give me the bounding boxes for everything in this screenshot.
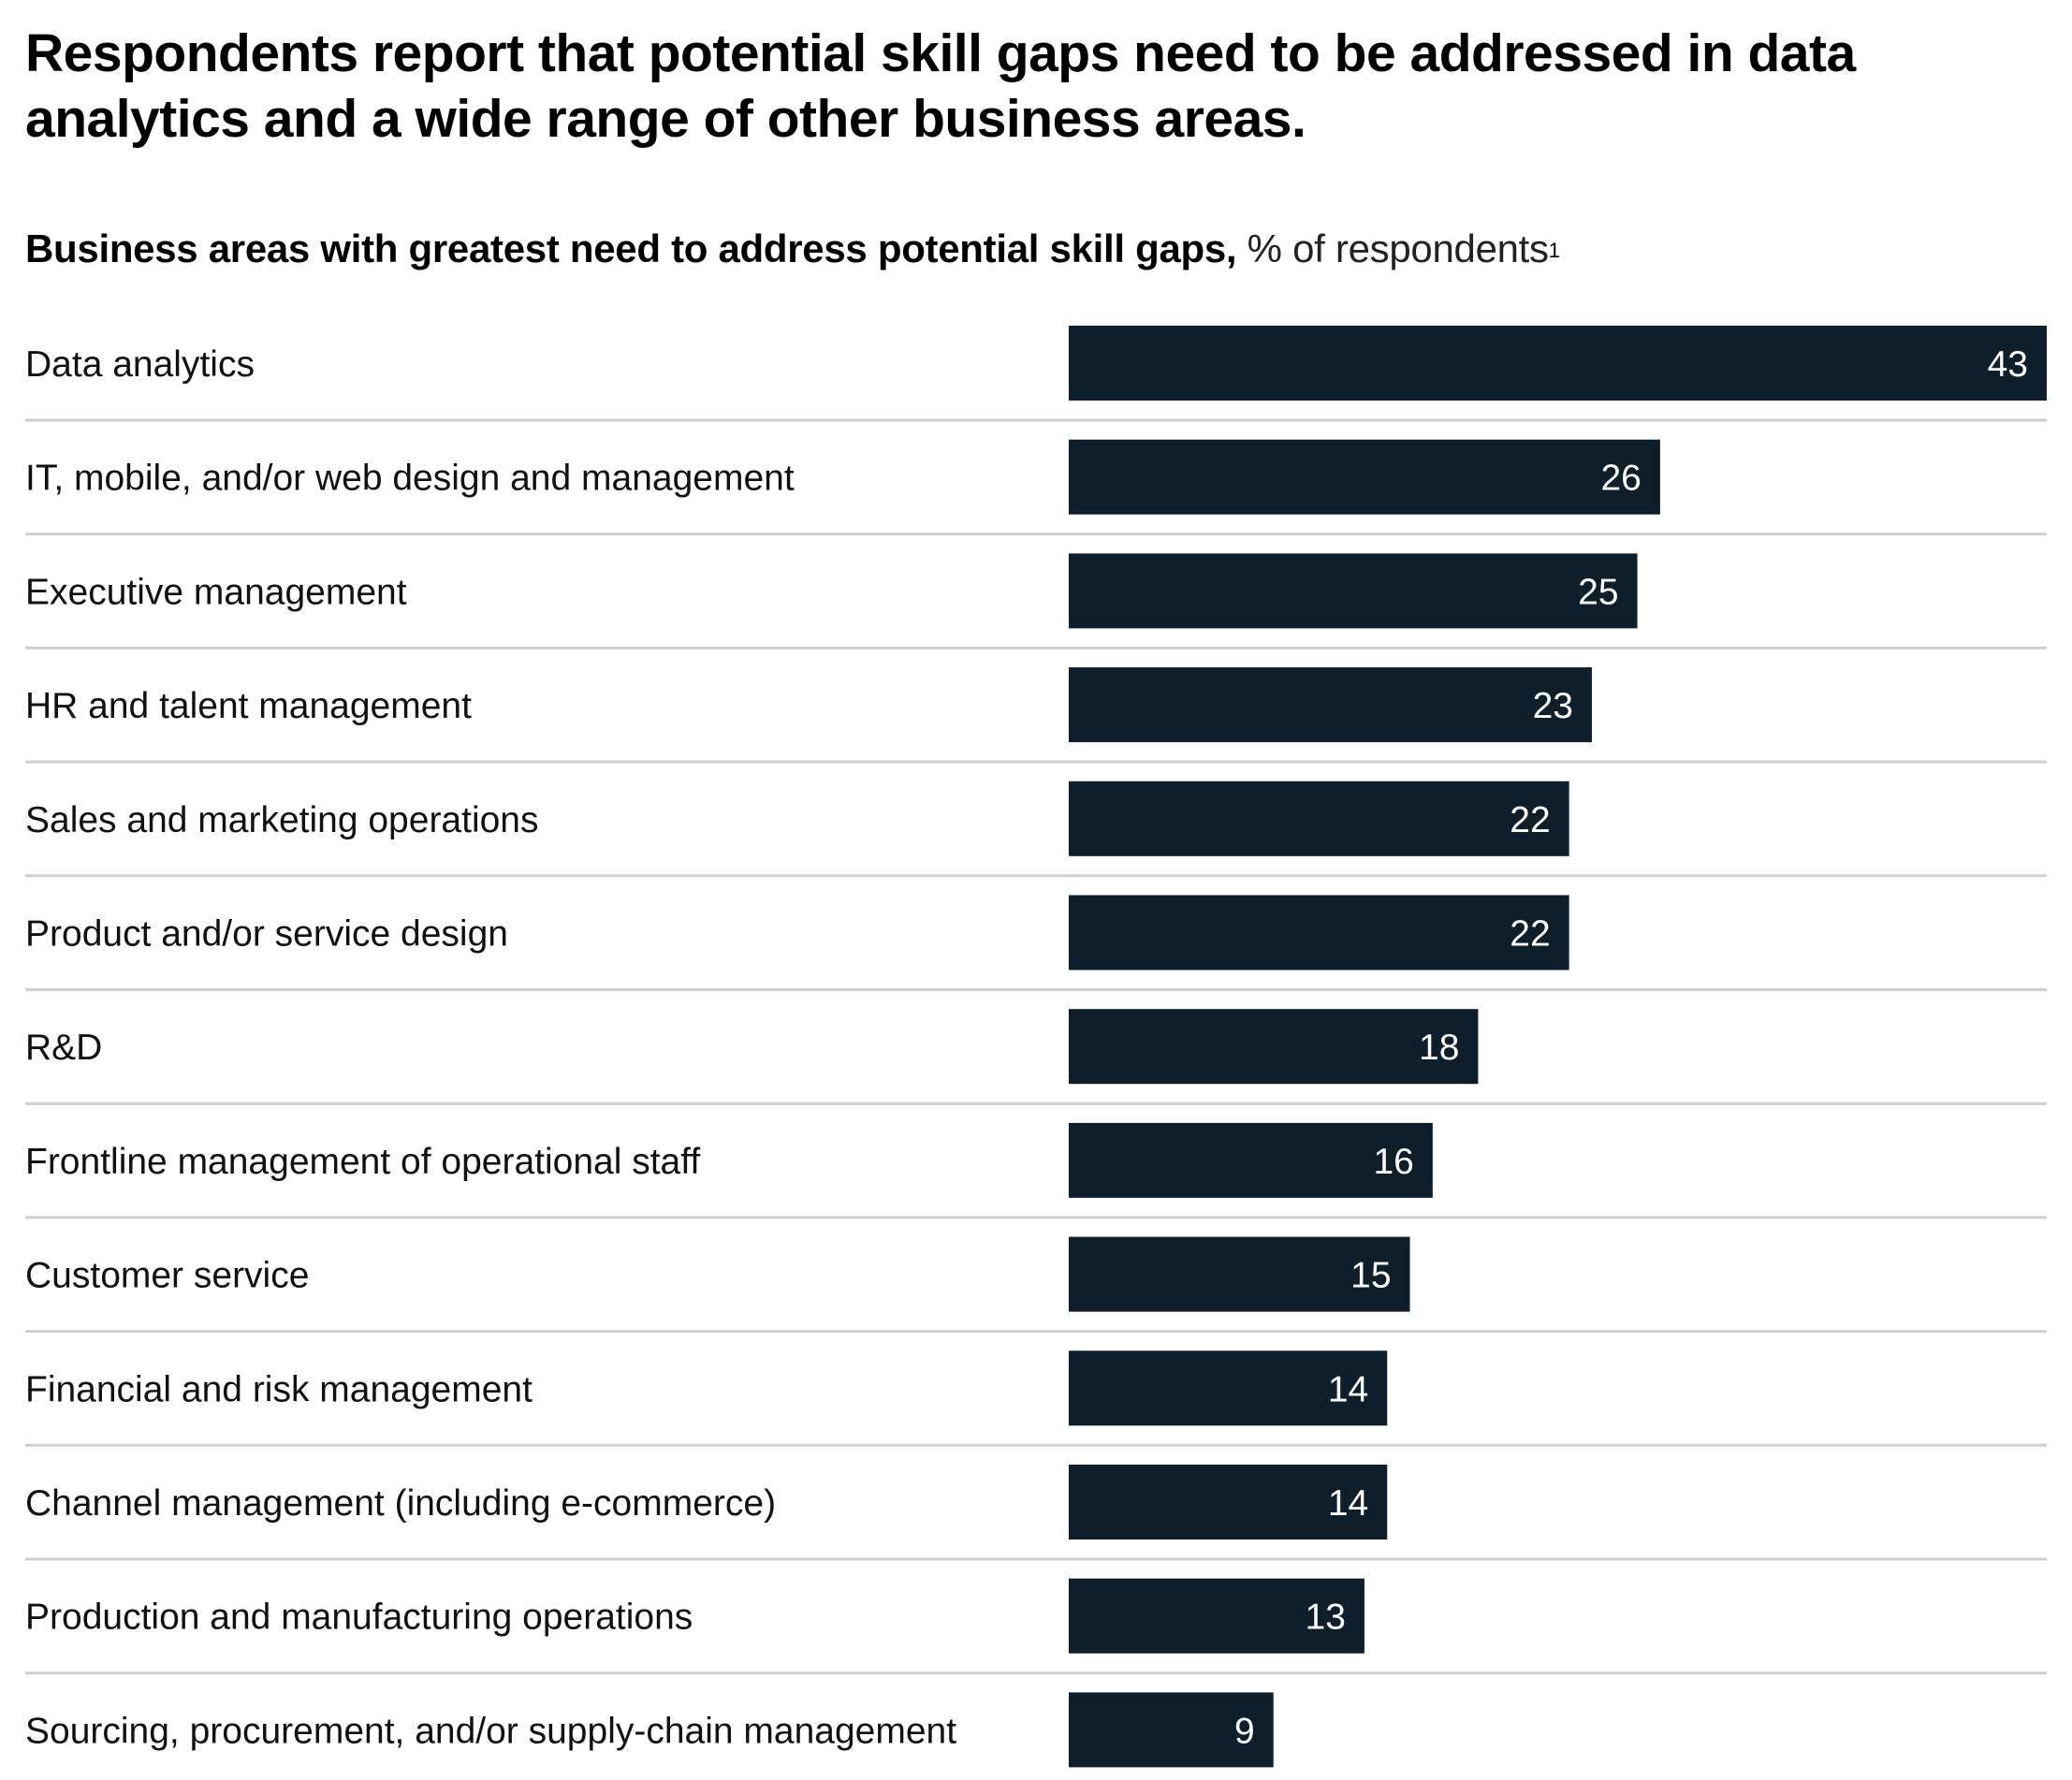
bar xyxy=(1069,1465,1388,1539)
bar-row: HR and talent management 23 xyxy=(25,667,2047,764)
bar-row: Executive management 25 xyxy=(25,553,2047,649)
bar xyxy=(1069,1009,1479,1085)
bar xyxy=(1069,667,1592,743)
value-label: 22 xyxy=(1510,800,1550,840)
bar-row: Product and/or service design 22 xyxy=(25,895,2047,991)
bar-row: Sales and marketing operations 22 xyxy=(25,781,2047,878)
value-label: 23 xyxy=(1533,686,1573,726)
value-label: 15 xyxy=(1350,1256,1391,1296)
category-label: Sales and marketing operations xyxy=(25,800,539,840)
subtitle-unit: % of respondents xyxy=(1236,226,1549,270)
category-label: R&D xyxy=(25,1028,102,1068)
value-label: 16 xyxy=(1373,1142,1413,1182)
category-label: Sourcing, procurement, and/or supply-cha… xyxy=(25,1711,956,1751)
bar-row: Data analytics 43 xyxy=(25,326,2047,422)
bar-row: Sourcing, procurement, and/or supply-cha… xyxy=(25,1692,1274,1768)
category-label: Executive management xyxy=(25,572,407,612)
value-label: 25 xyxy=(1578,572,1618,612)
bar xyxy=(1069,553,1638,629)
chart-title: Respondents report that potential skill … xyxy=(25,23,1856,149)
category-label: Data analytics xyxy=(25,344,255,385)
bar xyxy=(1069,1692,1274,1768)
footnote-marker: 1 xyxy=(1548,239,1560,262)
value-label: 14 xyxy=(1328,1483,1368,1524)
subtitle-bold: Business areas with greatest need to add… xyxy=(25,226,1237,270)
value-label: 43 xyxy=(1988,344,2028,385)
category-label: Financial and risk management xyxy=(25,1369,533,1409)
bar xyxy=(1069,1350,1388,1426)
category-label: Customer service xyxy=(25,1256,309,1296)
value-label: 26 xyxy=(1600,459,1641,499)
category-label: IT, mobile, and/or web design and manage… xyxy=(25,459,795,499)
bar xyxy=(1069,781,1569,856)
value-label: 22 xyxy=(1510,914,1550,955)
bar-row: R&D 18 xyxy=(25,1009,2047,1105)
category-label: Channel management (including e-commerce… xyxy=(25,1483,776,1524)
bar-row: Customer service 15 xyxy=(25,1236,2047,1334)
category-label: Production and manufacturing operations xyxy=(25,1598,693,1638)
bar xyxy=(1069,1122,1433,1198)
bar-row: IT, mobile, and/or web design and manage… xyxy=(25,439,2047,536)
bar xyxy=(1069,1236,1410,1312)
value-label: 13 xyxy=(1306,1598,1346,1638)
chart-subtitle: Business areas with greatest need to add… xyxy=(25,223,1560,275)
bar-row: Frontline management of operational staf… xyxy=(25,1122,2047,1219)
bar xyxy=(1069,326,2047,401)
bar-row: Financial and risk management 14 xyxy=(25,1350,2047,1447)
category-label: Frontline management of operational staf… xyxy=(25,1142,700,1182)
value-label: 9 xyxy=(1234,1711,1255,1751)
bar xyxy=(1069,439,1660,515)
bar-row: Production and manufacturing operations 1… xyxy=(25,1578,2047,1675)
bar-row: Channel management (including e-commerce… xyxy=(25,1465,2047,1561)
value-label: 18 xyxy=(1419,1028,1459,1068)
category-label: Product and/or service design xyxy=(25,914,508,955)
bar xyxy=(1069,1578,1364,1654)
value-label: 14 xyxy=(1328,1369,1368,1409)
bar xyxy=(1069,895,1569,970)
category-label: HR and talent management xyxy=(25,686,472,726)
